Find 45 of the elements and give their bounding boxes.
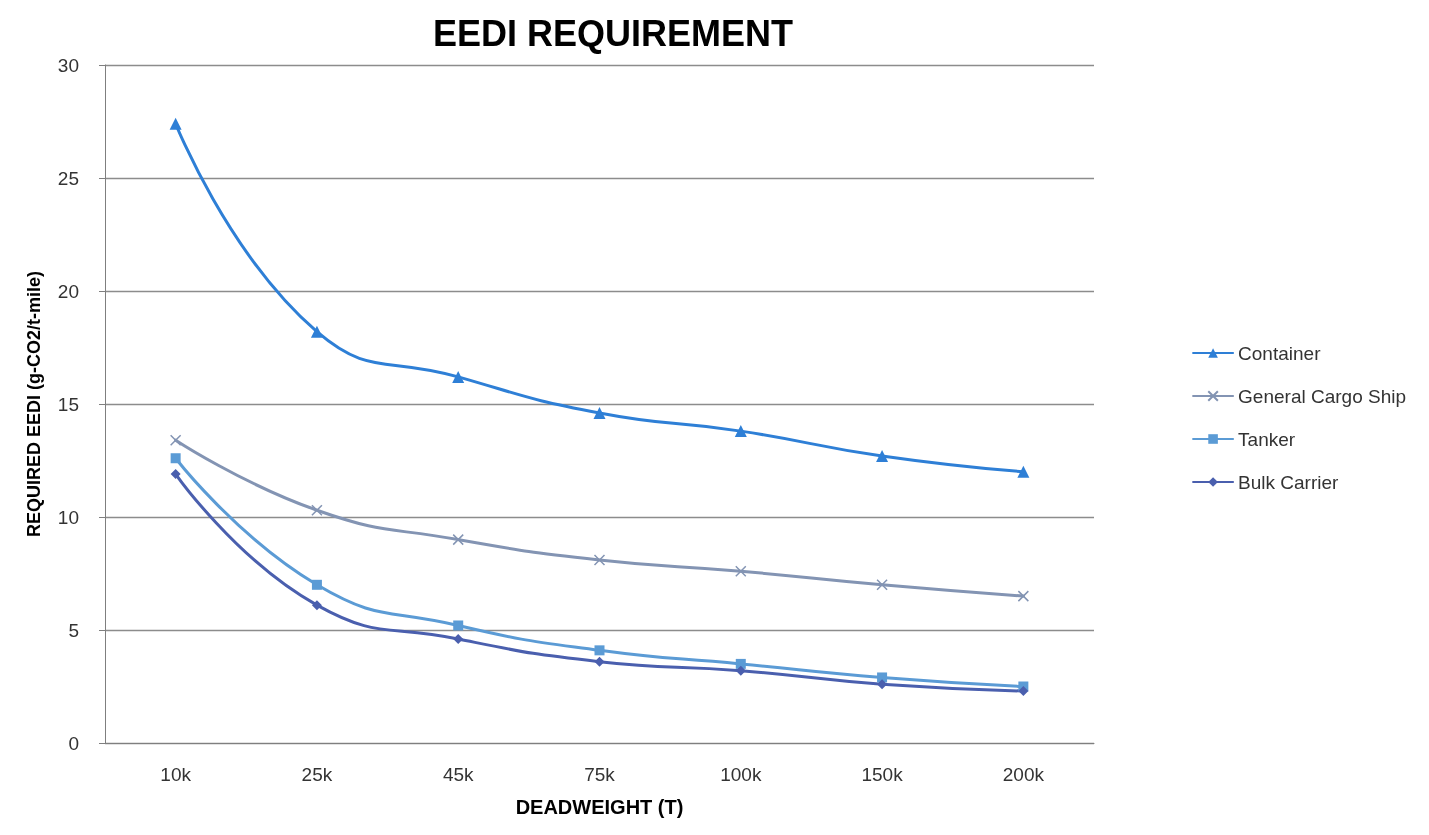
y-tick-label: 15 — [57, 393, 79, 415]
point — [453, 634, 464, 645]
point — [311, 600, 322, 611]
legend-label: Container — [1238, 342, 1322, 364]
point — [452, 370, 465, 383]
point — [593, 554, 606, 566]
x-tick-label: 45k — [442, 764, 475, 785]
point — [169, 117, 182, 130]
point — [594, 656, 605, 667]
point — [170, 469, 181, 480]
point — [1018, 686, 1029, 697]
point — [169, 434, 182, 446]
x-tick-label: 100k — [720, 764, 762, 785]
point — [876, 449, 889, 462]
point — [593, 407, 606, 420]
y-tick-label: 10 — [57, 506, 79, 528]
x-axis-title: DEADWEIGHT (T) — [515, 796, 684, 818]
point — [735, 565, 747, 577]
x-tick-label: 25k — [301, 764, 333, 785]
point — [1017, 590, 1030, 602]
x-tick-label: 10k — [160, 764, 192, 785]
point — [311, 579, 322, 590]
point — [310, 325, 323, 338]
y-tick-label: 30 — [57, 54, 79, 76]
x-tick-label: 200k — [1002, 764, 1045, 785]
y-tick-label: 5 — [68, 619, 79, 641]
y-tick-label: 0 — [68, 732, 79, 754]
point — [734, 425, 747, 438]
chart-title: EEDI REQUIREMENT — [432, 12, 794, 54]
x-tick-label: 150k — [861, 764, 904, 785]
y-tick-label: 25 — [57, 167, 79, 189]
point — [170, 453, 181, 464]
point — [876, 579, 888, 591]
legend-label: General Cargo Ship — [1238, 385, 1407, 407]
point — [594, 645, 605, 656]
y-tick-label: 20 — [57, 280, 79, 302]
point — [453, 620, 464, 631]
x-tick-label: 75k — [584, 764, 616, 785]
y-axis-title: REQUIRED EEDI (g-CO2/t-mile) — [24, 270, 44, 538]
legend-label: Tanker — [1238, 428, 1296, 450]
legend-label: Bulk Carrier — [1238, 471, 1340, 493]
point — [452, 533, 464, 546]
point — [877, 672, 888, 683]
point — [1017, 465, 1030, 478]
point — [311, 504, 323, 516]
